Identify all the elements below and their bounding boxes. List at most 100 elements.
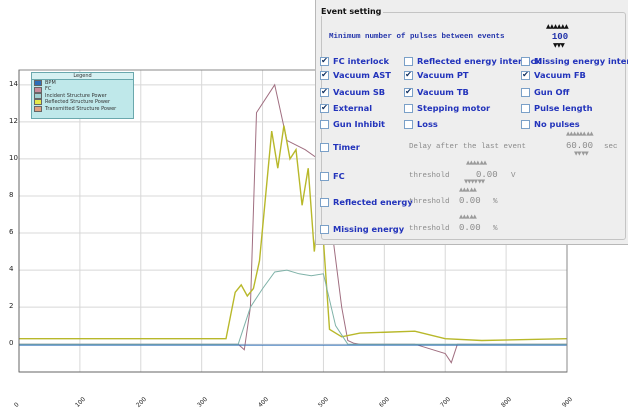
legend-label-transmitted: Transmitted Structure Power (45, 105, 117, 112)
y-tick-label: 10 (9, 153, 18, 162)
fc-interlock-checkbox[interactable]: FC interlock (320, 56, 389, 66)
missing-energy-interlock-label: Missing energy interlock (534, 56, 628, 66)
legend-swatch-bpm (34, 80, 42, 87)
vacuum-ast-label: Vacuum AST (333, 70, 391, 80)
stepping-motor-box[interactable] (404, 103, 413, 113)
legend-title: Legend (32, 73, 133, 80)
legend-swatch-reflected (34, 99, 42, 106)
chart-legend[interactable]: Legend BPM FC Incident Structure Power R… (31, 72, 134, 119)
vacuum-tb-label: Vacuum TB (417, 87, 469, 97)
loss-checkbox[interactable]: Loss (404, 119, 438, 129)
y-tick-label: 6 (9, 228, 14, 237)
series-line-incident-structure-power (19, 269, 567, 345)
vacuum-fb-checkbox[interactable]: Vacuum FB (521, 70, 586, 80)
fc-box[interactable] (320, 171, 329, 181)
timer-value[interactable]: 60.00 (566, 141, 594, 151)
missing-increase-arrows[interactable]: ▲▲▲ ▲▲ (459, 214, 477, 220)
timer-decrease-arrows[interactable]: ▼▼ ▼▼ (574, 151, 589, 157)
reflected-energy-interlock-label: Reflected energy interlock (417, 56, 542, 66)
vacuum-tb-checkbox[interactable]: Vacuum TB (404, 87, 469, 97)
gun-off-box[interactable] (521, 87, 530, 97)
timer-unit: sec (604, 143, 618, 151)
gun-off-label: Gun Off (534, 87, 570, 97)
min-pulses-increase-arrows[interactable]: ▲▲▲▲▲▲ (546, 23, 569, 30)
reflected-increase-arrows[interactable]: ▲▲▲ ▲▲ (459, 187, 477, 193)
legend-item-bpm[interactable]: BPM (32, 80, 133, 87)
event-setting-title: Event setting (319, 7, 384, 16)
y-tick-label: 4 (9, 265, 14, 274)
timer-increase-arrows[interactable]: ▲▲▲▲▲▲ ▲▲ (566, 131, 594, 137)
gun-off-checkbox[interactable]: Gun Off (521, 87, 569, 97)
vacuum-pt-checkbox[interactable]: Vacuum PT (404, 70, 469, 80)
pulse-length-label: Pulse length (534, 103, 593, 113)
min-pulses-value[interactable]: 100 (551, 32, 569, 42)
stepping-motor-checkbox[interactable]: Stepping motor (404, 103, 490, 113)
vacuum-fb-label: Vacuum FB (534, 70, 586, 80)
missing-energy-label: Missing energy (333, 224, 405, 234)
reflected-threshold-unit: % (493, 198, 498, 206)
series-line-fc (19, 83, 567, 364)
gun-inhibit-checkbox[interactable]: Gun Inhibit (320, 119, 385, 129)
fc-interlock-box[interactable] (320, 56, 329, 66)
no-pulses-box[interactable] (521, 119, 530, 129)
missing-threshold-value[interactable]: 0.00 (459, 223, 481, 233)
reflected-energy-interlock-checkbox[interactable]: Reflected energy interlock (404, 56, 541, 66)
gun-inhibit-label: Gun Inhibit (333, 119, 386, 129)
legend-swatch-transmitted (34, 105, 42, 112)
missing-threshold-label: threshold (409, 225, 450, 233)
legend-item-incident[interactable]: Incident Structure Power (32, 93, 133, 99)
y-tick-label: 0 (9, 339, 14, 348)
legend-label-fc: FC (45, 86, 52, 93)
legend-label-reflected: Reflected Structure Power (45, 99, 111, 106)
no-pulses-checkbox[interactable]: No pulses (521, 119, 580, 129)
y-tick-label: 12 (9, 116, 18, 125)
min-pulses-decrease-arrows[interactable]: ▼▼▼ (553, 42, 565, 49)
timer-label: Timer (333, 142, 360, 152)
external-box[interactable] (320, 103, 329, 113)
loss-box[interactable] (404, 119, 413, 129)
vacuum-fb-box[interactable] (521, 70, 530, 80)
pulse-length-box[interactable] (521, 103, 530, 113)
missing-energy-interlock-checkbox[interactable]: Missing energy interlock (521, 56, 628, 66)
pulse-length-checkbox[interactable]: Pulse length (521, 103, 592, 113)
fc-threshold-label: threshold (409, 172, 450, 180)
reflected-energy-interlock-box[interactable] (404, 56, 413, 66)
min-pulses-label: Minimum number of pulses between events (329, 33, 505, 41)
timer-checkbox[interactable]: Timer (320, 142, 360, 152)
timer-box[interactable] (320, 142, 329, 152)
vacuum-sb-checkbox[interactable]: Vacuum SB (320, 87, 385, 97)
reflected-energy-box[interactable] (320, 197, 329, 207)
vacuum-ast-checkbox[interactable]: Vacuum AST (320, 70, 391, 80)
external-checkbox[interactable]: External (320, 103, 372, 113)
fc-interlock-label: FC interlock (333, 56, 390, 66)
vacuum-sb-box[interactable] (320, 87, 329, 97)
missing-energy-interlock-box[interactable] (521, 56, 530, 66)
missing-energy-checkbox[interactable]: Missing energy (320, 224, 404, 234)
fc-decrease-arrows[interactable]: ▼▼▼▼ ▼▼ (464, 179, 485, 185)
y-tick-label: 8 (9, 190, 14, 199)
gun-inhibit-box[interactable] (320, 119, 329, 129)
legend-item-transmitted[interactable]: Transmitted Structure Power (32, 106, 133, 112)
stepping-motor-label: Stepping motor (417, 103, 491, 113)
series-line-reflected-structure-power (19, 125, 568, 342)
legend-label-bpm: BPM (45, 80, 56, 86)
vacuum-tb-box[interactable] (404, 87, 413, 97)
loss-label: Loss (417, 119, 438, 129)
legend-item-reflected[interactable]: Reflected Structure Power (32, 99, 133, 106)
legend-swatch-fc (34, 86, 42, 93)
y-tick-label: 14 (9, 79, 18, 88)
vacuum-ast-box[interactable] (320, 70, 329, 80)
fc-checkbox[interactable]: FC (320, 171, 345, 181)
fc-increase-arrows[interactable]: ▲▲▲▲ ▲▲ (466, 160, 487, 166)
vacuum-sb-label: Vacuum SB (333, 87, 386, 97)
fc-threshold-value[interactable]: 0.00 (476, 170, 498, 180)
vacuum-pt-label: Vacuum PT (417, 70, 469, 80)
reflected-energy-checkbox[interactable]: Reflected energy (320, 197, 413, 207)
no-pulses-label: No pulses (534, 119, 580, 129)
reflected-threshold-label: threshold (409, 198, 450, 206)
legend-swatch-incident (34, 92, 42, 99)
missing-energy-box[interactable] (320, 224, 329, 234)
legend-item-fc[interactable]: FC (32, 86, 133, 93)
vacuum-pt-box[interactable] (404, 70, 413, 80)
reflected-threshold-value[interactable]: 0.00 (459, 196, 481, 206)
